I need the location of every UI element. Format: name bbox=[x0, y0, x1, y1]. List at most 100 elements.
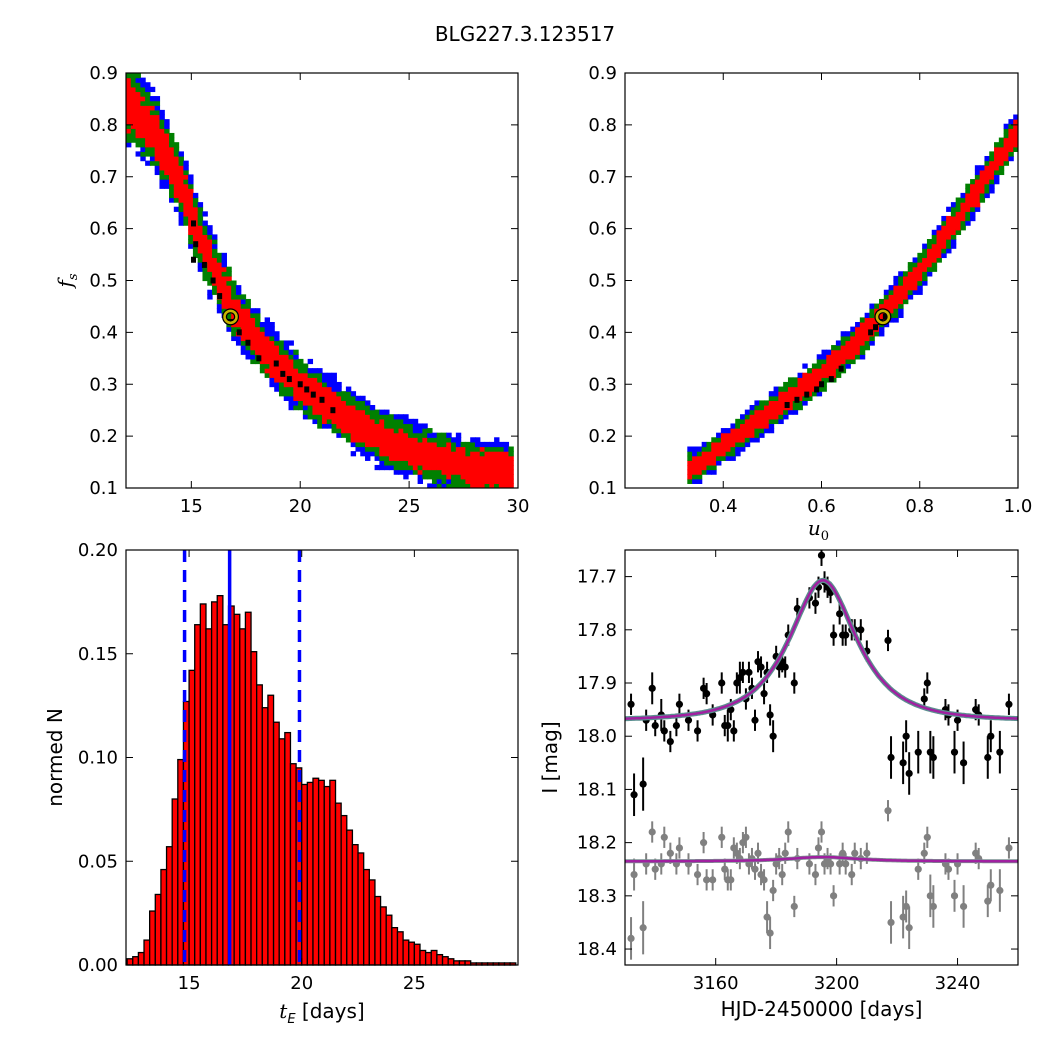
confidence-cell bbox=[183, 220, 189, 226]
confidence-cell bbox=[451, 464, 457, 471]
confidence-cell bbox=[936, 239, 942, 245]
confidence-cell bbox=[264, 368, 271, 374]
confidence-cell bbox=[164, 132, 170, 139]
xlabel-hjd: HJD-2450000 [days] bbox=[721, 997, 923, 1021]
confidence-cell bbox=[197, 252, 204, 259]
confidence-cell bbox=[183, 197, 189, 203]
confidence-cell bbox=[345, 391, 352, 397]
confidence-cell bbox=[283, 340, 290, 346]
panel-0-ytick-label: 0.6 bbox=[89, 219, 118, 240]
confidence-cell bbox=[936, 252, 942, 259]
histogram-bar bbox=[424, 951, 432, 966]
confidence-cell bbox=[178, 202, 184, 208]
confidence-cell bbox=[778, 391, 784, 397]
confidence-cell bbox=[874, 308, 880, 314]
confidence-cell bbox=[154, 119, 161, 125]
confidence-cell bbox=[427, 428, 433, 434]
best-fit-cell bbox=[873, 324, 879, 331]
confidence-cell bbox=[379, 414, 385, 420]
confidence-cell bbox=[730, 432, 736, 438]
model-curve-2 bbox=[625, 855, 1018, 863]
confidence-cell bbox=[936, 243, 942, 249]
confidence-cell bbox=[312, 414, 318, 420]
confidence-cell bbox=[902, 294, 909, 300]
confidence-cell bbox=[145, 160, 151, 166]
confidence-cell bbox=[369, 437, 376, 443]
confidence-cell bbox=[216, 252, 223, 259]
confidence-cell bbox=[173, 192, 180, 199]
confidence-cell bbox=[135, 151, 141, 157]
confidence-cell bbox=[345, 428, 352, 434]
confidence-cell bbox=[879, 303, 885, 309]
confidence-cell bbox=[826, 368, 832, 374]
confidence-cell bbox=[431, 483, 438, 488]
panel-1-ytick-label: 0.7 bbox=[588, 167, 617, 188]
confidence-cell bbox=[202, 220, 208, 226]
confidence-cell bbox=[345, 405, 352, 411]
confidence-cell bbox=[341, 414, 347, 420]
confidence-cell bbox=[1003, 156, 1010, 162]
histogram-bar bbox=[165, 846, 173, 966]
confidence-cell bbox=[345, 432, 352, 438]
confidence-cell bbox=[474, 483, 481, 488]
confidence-cell bbox=[498, 464, 505, 471]
confidence-cell bbox=[322, 423, 328, 429]
confidence-cell bbox=[408, 451, 414, 457]
confidence-cell bbox=[183, 169, 189, 176]
confidence-cell bbox=[773, 418, 779, 425]
confidence-cell bbox=[821, 363, 827, 369]
confidence-cell bbox=[231, 326, 237, 332]
confidence-cell bbox=[1013, 146, 1018, 152]
confidence-cell bbox=[302, 363, 309, 369]
data-point bbox=[666, 849, 674, 857]
confidence-cell bbox=[716, 451, 722, 457]
confidence-cell bbox=[255, 358, 261, 365]
confidence-cell bbox=[269, 368, 275, 374]
histogram-bar bbox=[256, 684, 263, 966]
histogram-bar bbox=[306, 781, 314, 966]
confidence-cell bbox=[159, 123, 165, 129]
data-point bbox=[736, 674, 744, 682]
confidence-cell bbox=[869, 322, 875, 328]
confidence-cell bbox=[245, 317, 251, 323]
confidence-cell bbox=[164, 123, 170, 129]
data-point bbox=[727, 706, 735, 714]
confidence-cell bbox=[811, 391, 818, 397]
confidence-cell bbox=[212, 257, 218, 263]
confidence-cell bbox=[412, 441, 419, 448]
confidence-cell bbox=[465, 478, 471, 484]
data-point bbox=[836, 610, 844, 618]
confidence-cell bbox=[840, 358, 847, 365]
confidence-cell bbox=[460, 441, 467, 448]
histogram-bar bbox=[126, 958, 134, 966]
confidence-cell bbox=[807, 368, 813, 374]
data-point bbox=[920, 849, 928, 857]
confidence-cell bbox=[355, 400, 361, 406]
confidence-cell bbox=[470, 474, 476, 480]
confidence-cell bbox=[393, 469, 400, 475]
confidence-cell bbox=[288, 358, 294, 365]
confidence-cell bbox=[126, 82, 132, 88]
confidence-cell bbox=[192, 202, 199, 208]
confidence-cell bbox=[460, 478, 467, 484]
confidence-cell bbox=[264, 335, 271, 342]
confidence-cell bbox=[312, 386, 318, 392]
panel-3-ytick-label: 17.7 bbox=[577, 567, 617, 588]
confidence-cell bbox=[326, 414, 333, 420]
confidence-cell bbox=[126, 109, 132, 116]
confidence-cell bbox=[360, 405, 366, 411]
data-point bbox=[718, 833, 726, 841]
panel-2-ytick-label: 0.15 bbox=[78, 644, 118, 665]
confidence-cell bbox=[135, 123, 141, 129]
confidence-cell bbox=[888, 285, 894, 291]
confidence-cell bbox=[259, 322, 266, 328]
confidence-cell bbox=[917, 275, 923, 282]
confidence-cell bbox=[740, 432, 746, 438]
confidence-cell bbox=[126, 119, 132, 125]
confidence-cell bbox=[855, 326, 861, 332]
confidence-cell bbox=[696, 478, 703, 484]
confidence-cell bbox=[879, 326, 885, 332]
confidence-cell bbox=[417, 460, 423, 466]
confidence-cell bbox=[802, 381, 808, 388]
histogram-bar bbox=[396, 931, 404, 966]
